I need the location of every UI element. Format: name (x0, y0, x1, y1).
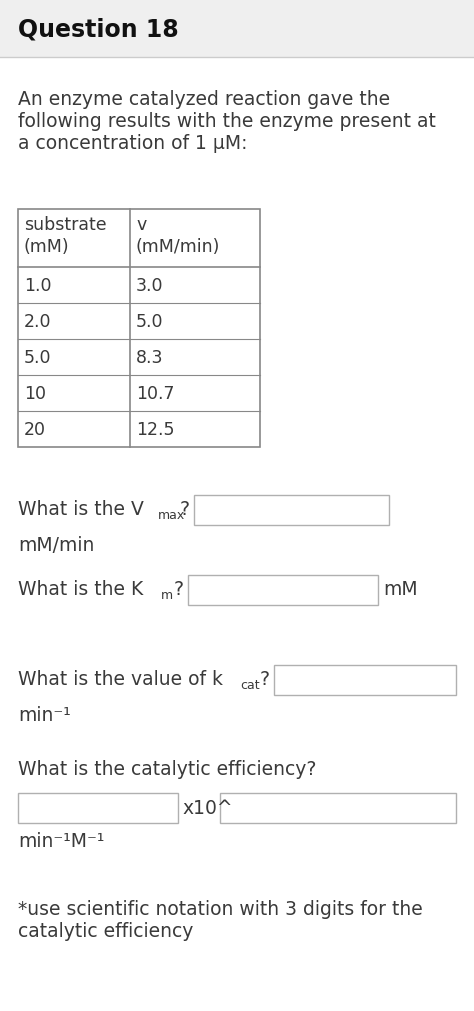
Text: mM/min: mM/min (18, 536, 94, 554)
Text: 10.7: 10.7 (136, 384, 174, 402)
Text: m: m (161, 588, 173, 602)
Text: (mM/min): (mM/min) (136, 238, 220, 256)
Text: mM: mM (383, 579, 418, 599)
Text: substrate: substrate (24, 215, 107, 234)
Text: 5.0: 5.0 (136, 312, 164, 331)
Bar (18, 210, 260, 448)
Text: 10: 10 (24, 384, 46, 402)
Bar (220, 794, 456, 823)
Text: min⁻¹: min⁻¹ (18, 706, 71, 724)
Text: (mM): (mM) (24, 238, 70, 256)
Text: cat: cat (240, 678, 260, 692)
Text: What is the catalytic efficiency?: What is the catalytic efficiency? (18, 759, 316, 778)
Bar (274, 665, 456, 696)
Text: What is the K: What is the K (18, 579, 143, 599)
Text: Question 18: Question 18 (18, 17, 179, 41)
Bar (188, 575, 378, 606)
Text: x10^: x10^ (182, 799, 233, 818)
Text: 20: 20 (24, 421, 46, 439)
Text: catalytic efficiency: catalytic efficiency (18, 921, 193, 940)
Text: ?: ? (174, 579, 184, 599)
Text: a concentration of 1 μM:: a concentration of 1 μM: (18, 133, 247, 153)
Text: v: v (136, 215, 146, 234)
Text: ?: ? (180, 499, 190, 519)
Text: *use scientific notation with 3 digits for the: *use scientific notation with 3 digits f… (18, 899, 423, 918)
Text: 5.0: 5.0 (24, 349, 52, 367)
Text: 12.5: 12.5 (136, 421, 174, 439)
Text: 8.3: 8.3 (136, 349, 164, 367)
Text: following results with the enzyme present at: following results with the enzyme presen… (18, 112, 436, 130)
Bar (194, 495, 389, 526)
Text: 3.0: 3.0 (136, 277, 164, 295)
Text: 2.0: 2.0 (24, 312, 52, 331)
Text: What is the V: What is the V (18, 499, 144, 519)
Bar (0, 0, 474, 58)
Text: min⁻¹M⁻¹: min⁻¹M⁻¹ (18, 831, 104, 850)
Text: ?: ? (260, 669, 270, 688)
Text: 1.0: 1.0 (24, 277, 52, 295)
Text: max: max (158, 509, 185, 522)
Text: An enzyme catalyzed reaction gave the: An enzyme catalyzed reaction gave the (18, 90, 390, 109)
Bar (18, 794, 178, 823)
Text: What is the value of k: What is the value of k (18, 669, 223, 688)
